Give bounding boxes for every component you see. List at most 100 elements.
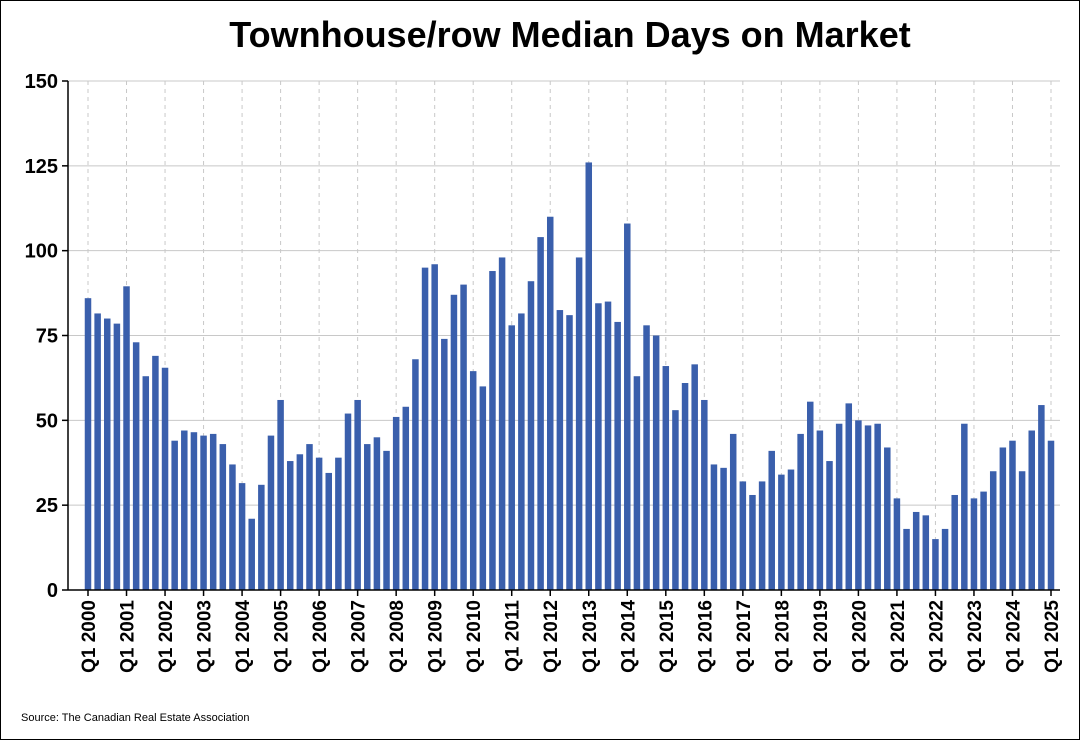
bar xyxy=(681,383,689,590)
bar xyxy=(84,298,92,590)
bar xyxy=(258,484,265,590)
bar xyxy=(479,386,487,590)
x-tick-label: Q1 2006 xyxy=(310,600,331,673)
x-tick-label: Q1 2003 xyxy=(195,600,216,673)
bar xyxy=(104,318,111,590)
bar xyxy=(739,481,747,590)
bar xyxy=(469,371,477,590)
bar xyxy=(961,423,968,590)
bar xyxy=(306,444,313,590)
x-tick-label: Q1 2018 xyxy=(772,600,793,673)
x-tick-label: Q1 2015 xyxy=(657,600,678,673)
x-tick-label: Q1 2002 xyxy=(156,600,177,673)
bar xyxy=(537,237,544,591)
bar xyxy=(855,420,862,590)
bar xyxy=(498,257,506,590)
y-tick-label: 25 xyxy=(36,495,58,517)
bar xyxy=(277,399,284,590)
bar xyxy=(864,425,872,590)
bar xyxy=(787,469,795,590)
x-tick-label: Q1 2014 xyxy=(618,600,639,673)
x-tick-label: Q1 2007 xyxy=(349,600,370,673)
y-tick-label: 125 xyxy=(25,156,58,178)
bar xyxy=(248,518,255,590)
bar xyxy=(392,416,400,590)
bar xyxy=(238,483,246,590)
bar xyxy=(912,511,920,590)
bar xyxy=(229,464,236,590)
bar xyxy=(922,515,930,590)
source-note: Source: The Canadian Real Estate Associa… xyxy=(21,712,250,724)
x-tick-label: Q1 2005 xyxy=(272,600,293,673)
bar xyxy=(807,401,814,590)
bar xyxy=(364,444,371,590)
bar xyxy=(508,325,515,590)
x-tick-label: Q1 2009 xyxy=(426,600,447,673)
bar xyxy=(932,539,939,590)
bar xyxy=(315,457,323,590)
bar xyxy=(778,474,785,590)
bar xyxy=(460,284,467,590)
bar xyxy=(527,281,535,590)
bar xyxy=(412,359,419,590)
bar xyxy=(672,410,679,590)
bar xyxy=(132,342,140,590)
bar xyxy=(893,498,901,590)
bar xyxy=(710,464,718,590)
bar xyxy=(941,528,949,590)
bar xyxy=(884,447,891,590)
y-tick-label: 75 xyxy=(36,326,58,348)
bar xyxy=(575,257,583,590)
bar xyxy=(325,472,332,590)
x-tick-label: Q1 2001 xyxy=(118,600,139,673)
bar xyxy=(595,303,602,590)
bar xyxy=(845,403,853,590)
bar xyxy=(267,435,275,590)
bar xyxy=(219,444,227,590)
x-tick-label: Q1 2024 xyxy=(1003,600,1024,673)
bar xyxy=(546,216,554,590)
bar xyxy=(518,313,525,590)
bar xyxy=(450,294,458,590)
x-tick-label: Q1 2013 xyxy=(580,600,601,673)
x-tick-label: Q1 2017 xyxy=(734,600,755,673)
bar xyxy=(1047,440,1055,590)
bar xyxy=(209,433,217,590)
bar xyxy=(758,481,766,590)
bar xyxy=(951,494,958,590)
bar xyxy=(903,528,910,590)
bar xyxy=(171,440,178,590)
x-tick-label: Q1 2008 xyxy=(387,600,408,673)
bar xyxy=(720,467,727,590)
bar xyxy=(181,430,188,590)
bar xyxy=(142,376,150,590)
bar xyxy=(970,498,978,590)
bar xyxy=(1018,471,1026,590)
bar xyxy=(835,423,843,590)
x-tick-label: Q1 2011 xyxy=(503,600,524,672)
x-tick-label: Q1 2023 xyxy=(965,600,986,673)
bar xyxy=(749,494,756,590)
bar xyxy=(643,325,650,590)
bar xyxy=(190,432,198,590)
bar xyxy=(768,450,775,590)
bar xyxy=(286,461,294,590)
x-tick-label: Q1 2010 xyxy=(464,600,485,673)
bar xyxy=(152,355,159,590)
bar xyxy=(662,366,670,590)
bar xyxy=(999,447,1007,590)
bar xyxy=(431,264,438,590)
bar xyxy=(113,323,121,590)
bar xyxy=(816,430,824,590)
y-tick-label: 150 xyxy=(25,71,58,93)
bar xyxy=(691,364,698,590)
bar xyxy=(335,457,342,590)
bar xyxy=(1028,430,1035,590)
x-tick-label: Q1 2022 xyxy=(926,600,947,673)
bar xyxy=(402,406,410,590)
bar xyxy=(489,271,496,590)
bar xyxy=(354,399,361,590)
bar-series xyxy=(84,162,1055,591)
bar xyxy=(614,321,621,590)
bar xyxy=(373,437,381,590)
